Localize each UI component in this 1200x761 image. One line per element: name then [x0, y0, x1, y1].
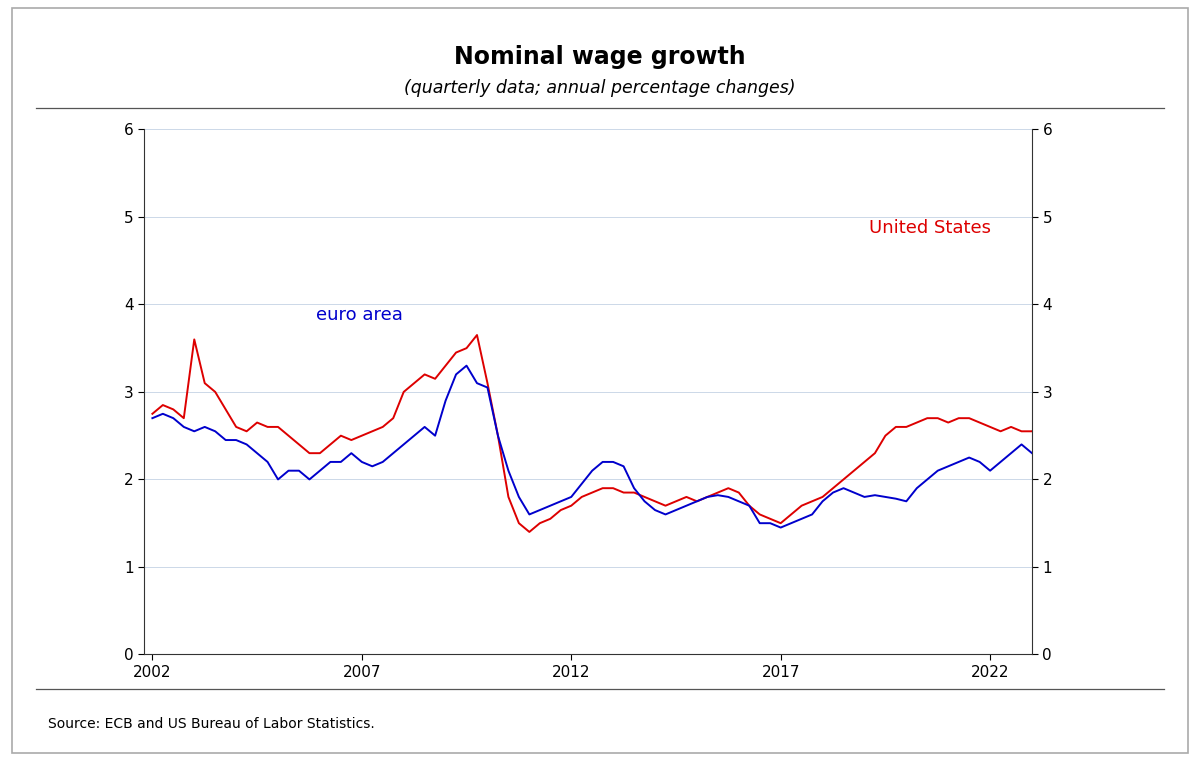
Text: United States: United States — [869, 218, 991, 237]
Text: euro area: euro area — [316, 306, 403, 324]
Text: Source: ECB and US Bureau of Labor Statistics.: Source: ECB and US Bureau of Labor Stati… — [48, 718, 374, 731]
Text: (quarterly data; annual percentage changes): (quarterly data; annual percentage chang… — [404, 78, 796, 97]
Text: Nominal wage growth: Nominal wage growth — [454, 45, 746, 69]
